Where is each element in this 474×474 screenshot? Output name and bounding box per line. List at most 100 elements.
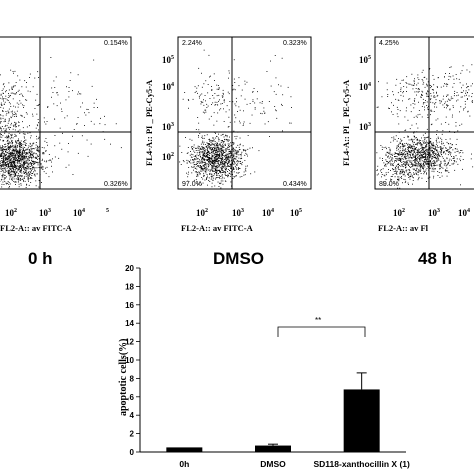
scatter-point (425, 169, 427, 171)
scatter-point (454, 132, 456, 133)
scatter-point (407, 135, 409, 137)
scatter-point (216, 161, 218, 162)
scatter-point (208, 151, 210, 152)
scatter-point (399, 165, 401, 166)
scatter-point (189, 154, 191, 156)
scatter-point (427, 90, 428, 92)
scatter-point (471, 101, 473, 103)
scatter-point (426, 164, 428, 166)
scatter-point (30, 162, 32, 164)
scatter-point (410, 152, 412, 154)
scatter-point (399, 147, 401, 149)
scatter-point (465, 92, 466, 94)
scatter-point (15, 123, 17, 125)
scatter-point (406, 163, 408, 165)
scatter-point (437, 94, 439, 96)
scatter-point (412, 88, 414, 90)
scatter-point (467, 98, 468, 99)
scatter-point (447, 84, 449, 85)
scatter-point (426, 159, 428, 161)
scatter-point (13, 181, 15, 182)
scatter-point (447, 154, 449, 156)
scatter-point (433, 171, 435, 173)
scatter-point (216, 167, 218, 169)
scatter-point (2, 174, 4, 176)
scatter-point (194, 86, 196, 88)
scatter-point (438, 164, 440, 166)
scatter-point (232, 162, 234, 164)
scatter-point (5, 98, 7, 100)
scatter-point (8, 172, 10, 174)
scatter-point (212, 148, 213, 149)
scatter-point (420, 158, 422, 160)
scatter-point (2, 146, 3, 148)
scatter-point (431, 163, 433, 164)
scatter-point (430, 85, 432, 86)
scatter-point (229, 156, 231, 158)
scatter-point (220, 134, 222, 136)
scatter-point (54, 87, 56, 88)
scatter-point (395, 160, 397, 161)
scatter-point (236, 160, 238, 162)
scatter-point (428, 154, 429, 156)
scatter-point (399, 158, 401, 160)
scatter-point (448, 162, 449, 164)
scatter-point (403, 149, 405, 151)
scatter-point (4, 169, 6, 171)
scatter-point (430, 99, 431, 101)
scatter-point (234, 157, 236, 159)
scatter-point (234, 103, 236, 105)
scatter-point (225, 149, 227, 151)
scatter-point (68, 91, 70, 92)
scatter-point (217, 156, 219, 158)
scatter-point (27, 174, 29, 176)
scatter-point (460, 184, 461, 186)
scatter-point (11, 140, 12, 142)
scatter-point (437, 171, 439, 172)
scatter-point (215, 170, 217, 172)
scatter-point (435, 102, 437, 103)
scatter-point (387, 151, 389, 153)
scatter-point (435, 146, 437, 148)
scatter-point (426, 93, 428, 95)
scatter-point (213, 151, 215, 152)
scatter-point (421, 146, 423, 148)
scatter-point (222, 92, 224, 94)
scatter-point (2, 153, 4, 155)
scatter-point (416, 91, 418, 93)
scatter-point (193, 144, 195, 146)
scatter-point (218, 154, 220, 156)
scatter-point (405, 180, 407, 182)
scatter-point (418, 139, 420, 141)
scatter-point (227, 165, 229, 166)
scatter-point (19, 129, 21, 131)
scatter-point (202, 178, 204, 180)
scatter-point (2, 150, 3, 151)
scatter-point (233, 152, 235, 154)
scatter-point (14, 172, 16, 174)
scatter-point (10, 145, 12, 147)
scatter-point (242, 125, 244, 126)
scatter-point (0, 163, 1, 165)
scatter-point (216, 155, 218, 157)
scatter-point (429, 151, 431, 153)
scatter-point (202, 162, 204, 163)
scatter-point (216, 147, 218, 149)
scatter-point (452, 105, 454, 107)
scatter-point (384, 175, 386, 177)
scatter-point (428, 96, 429, 97)
scatter-point (201, 137, 203, 138)
scatter-point (203, 99, 204, 101)
scatter-point (456, 148, 458, 150)
scatter-point (8, 171, 10, 172)
scatter-point (195, 147, 196, 149)
scatter-point (38, 186, 40, 188)
scatter-point (36, 93, 38, 95)
scatter-point (2, 88, 4, 90)
scatter-point (37, 146, 38, 148)
scatter-point (20, 144, 22, 146)
scatter-point (197, 147, 199, 149)
scatter-point (423, 149, 424, 151)
scatter-point (54, 145, 56, 147)
scatter-point (36, 158, 37, 159)
